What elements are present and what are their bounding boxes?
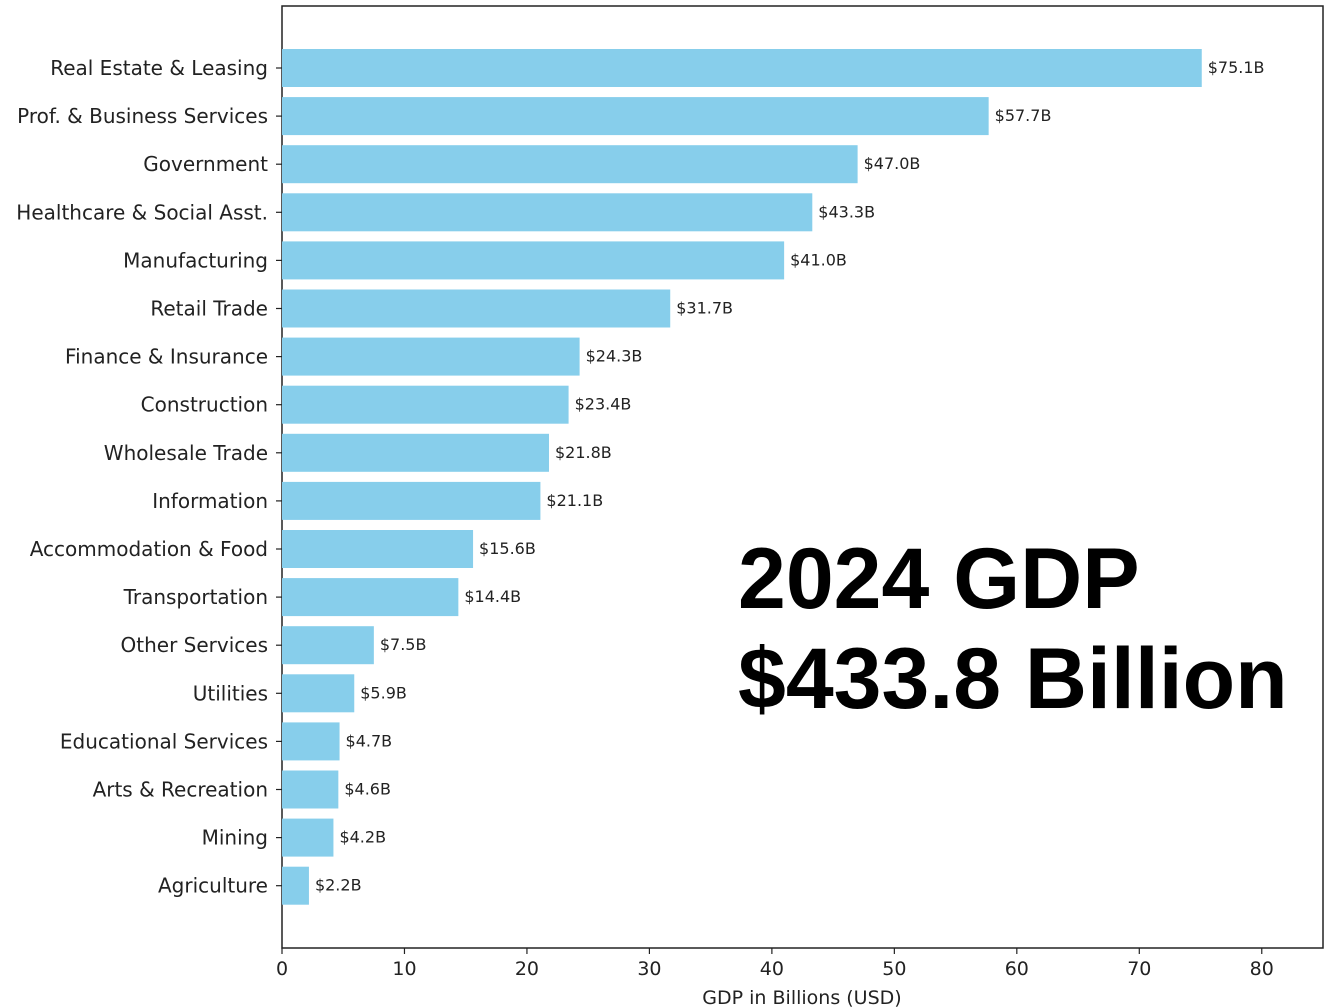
- bar: [282, 722, 340, 761]
- value-label: $2.2B: [315, 876, 362, 895]
- category-label: Government: [143, 152, 268, 176]
- category-label: Healthcare & Social Asst.: [16, 200, 268, 224]
- category-label: Retail Trade: [150, 297, 268, 321]
- x-tick-label: 0: [276, 958, 288, 980]
- bar: [282, 241, 785, 280]
- x-tick-label: 40: [760, 958, 784, 980]
- value-label: $21.1B: [546, 491, 603, 510]
- category-label: Agriculture: [158, 874, 268, 898]
- category-label: Wholesale Trade: [104, 441, 268, 465]
- value-label: $24.3B: [586, 347, 643, 366]
- bar: [282, 433, 549, 472]
- category-label: Accommodation & Food: [30, 537, 268, 561]
- value-label: $47.0B: [864, 154, 921, 173]
- value-label: $7.5B: [380, 635, 427, 654]
- value-label: $21.8B: [555, 443, 612, 462]
- x-tick-label: 30: [637, 958, 661, 980]
- x-tick-label: 10: [392, 958, 416, 980]
- value-label: $15.6B: [479, 539, 536, 558]
- value-label: $43.3B: [818, 202, 875, 221]
- bar: [282, 578, 459, 617]
- category-label: Utilities: [193, 681, 268, 705]
- category-label: Transportation: [123, 585, 268, 609]
- value-label: $14.4B: [464, 587, 521, 606]
- category-label: Real Estate & Leasing: [50, 56, 268, 80]
- bar: [282, 530, 474, 568]
- value-label: $31.7B: [676, 299, 733, 318]
- value-label: $4.6B: [344, 780, 391, 799]
- bar: [282, 289, 671, 328]
- value-label: $4.2B: [339, 828, 386, 847]
- category-label: Arts & Recreation: [93, 778, 268, 802]
- category-label: Construction: [141, 393, 268, 417]
- x-tick-label: 70: [1127, 958, 1151, 980]
- value-label: $41.0B: [790, 250, 847, 269]
- ticks-layer: 0 10 20 30 40 50 60 70 80: [276, 948, 1274, 980]
- value-label: $4.7B: [346, 731, 393, 750]
- bar: [282, 674, 355, 713]
- x-tick-label: 20: [515, 958, 539, 980]
- x-axis-title: GDP in Billions (USD): [702, 987, 901, 1008]
- value-label: $5.9B: [360, 683, 407, 702]
- bar: [282, 626, 374, 665]
- bar: [282, 337, 580, 376]
- bar: [282, 866, 309, 905]
- category-label: Mining: [202, 826, 268, 850]
- value-label: $23.4B: [575, 395, 632, 414]
- bar: [282, 385, 569, 424]
- category-label: Manufacturing: [123, 248, 268, 272]
- annotation-line-1: 2024 GDP: [738, 531, 1140, 627]
- category-label: Other Services: [121, 633, 268, 657]
- bar: [282, 145, 858, 184]
- plot-frame: [281, 5, 1324, 949]
- category-label: Prof. & Business Services: [17, 104, 268, 128]
- bar: [282, 818, 334, 857]
- category-label: Information: [152, 489, 268, 513]
- bar: [282, 770, 339, 809]
- annotation-line-2: $433.8 Billion: [738, 631, 1288, 727]
- bar: [282, 193, 813, 232]
- bars-layer: Real Estate & Leasing $75.1B Prof. & Busin…: [16, 49, 1265, 905]
- x-tick-label: 60: [1005, 958, 1029, 980]
- value-label: $57.7B: [995, 106, 1052, 125]
- bar: [282, 97, 989, 136]
- bar: [282, 49, 1202, 87]
- category-label: Finance & Insurance: [65, 345, 268, 369]
- category-label: Educational Services: [60, 729, 268, 753]
- x-tick-label: 80: [1250, 958, 1274, 980]
- x-tick-label: 50: [882, 958, 906, 980]
- bar: [282, 481, 541, 520]
- value-label: $75.1B: [1208, 58, 1265, 77]
